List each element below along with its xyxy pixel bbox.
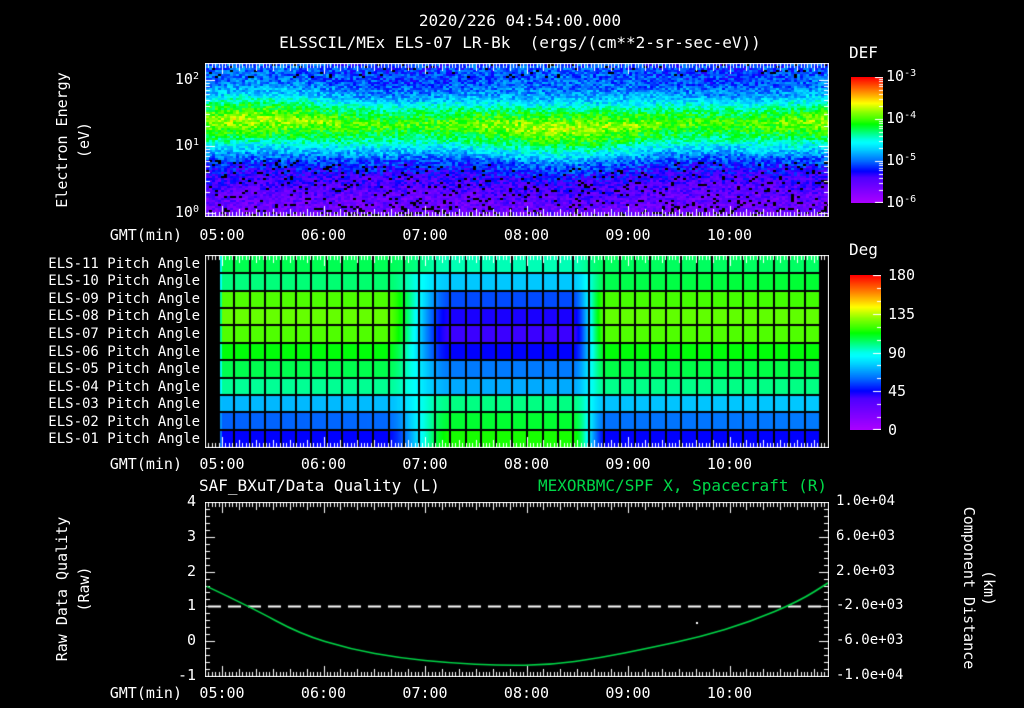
quality-tick-label: 0 [186,631,196,649]
deg-tick-label: 0 [888,421,898,439]
pitch-row-label: ELS-08 Pitch Angle [48,308,200,324]
time-tick-label: 05:00 [199,455,245,473]
pitch-row-label: ELS-06 Pitch Angle [48,344,200,360]
energy-tick-label: 102 [174,70,199,88]
deg-tick-label: 180 [888,266,916,284]
quality-tick-label: 2 [186,562,196,580]
spectrogram-y-axis-label: Electron Energy [53,72,71,208]
time-tick-label: 05:00 [199,684,245,702]
def-colorbar [851,77,883,203]
distance-tick-label: 6.0e+03 [836,528,896,544]
deg-tick-label: 135 [888,305,916,323]
def-colorbar-title: DEF [849,43,878,62]
quality-tick-label: 1 [186,596,196,614]
time-tick-label: 10:00 [706,455,753,473]
quality-axis-label: Raw Data Quality [53,516,71,662]
time-tick-label: 05:00 [199,226,245,244]
energy-tick-label: 100 [174,203,199,221]
pitch-row-label: ELS-05 Pitch Angle [48,361,200,377]
pitch-row-label: ELS-10 Pitch Angle [48,273,200,289]
time-tick-label: 06:00 [300,226,347,244]
gmt-axis-label-bottom: GMT(min) [109,684,182,702]
time-tick-label: 09:00 [605,684,651,702]
time-tick-label: 07:00 [402,455,448,473]
time-tick-label: 08:00 [503,684,550,702]
page-subtitle: ELSSCIL/MEx ELS-07 LR-Bk (ergs/(cm**2-sr… [279,33,761,52]
distance-axis-units: (km) [980,569,998,607]
pitch-row-label: ELS-09 Pitch Angle [48,291,200,307]
time-tick-label: 10:00 [706,684,753,702]
pitch-row-label: ELS-02 Pitch Angle [48,414,200,430]
distance-tick-label: 2.0e+03 [836,563,896,579]
spectrogram-y-axis-units: (eV) [75,121,93,159]
distance-axis-label: Component Distance [960,506,978,670]
time-tick-label: 08:00 [503,226,550,244]
time-tick-label: 07:00 [402,226,448,244]
time-tick-label: 09:00 [605,455,651,473]
time-tick-label: 08:00 [503,455,550,473]
pitch-row-label: ELS-11 Pitch Angle [48,256,200,272]
energy-tick-label: 101 [174,136,199,154]
electron-energy-spectrogram-canvas [205,63,829,217]
quality-tick-label: -1 [177,666,196,684]
deg-tick-label: 45 [888,382,907,400]
deg-tick-label: 90 [888,344,907,362]
quality-tick-label: 4 [186,492,196,510]
time-tick-label: 06:00 [300,455,347,473]
distance-tick-label: -6.0e+03 [836,632,904,648]
time-tick-label: 10:00 [706,226,753,244]
bottom-panel-left-title: SAF_BXuT/Data Quality (L) [199,476,440,495]
quality-tick-label: 3 [186,527,196,545]
pitch-angle-grid-canvas [205,255,829,448]
time-tick-label: 09:00 [605,226,651,244]
def-tick-label: 10-4 [886,109,917,127]
pitch-row-label: ELS-01 Pitch Angle [48,431,200,447]
pitch-row-label: ELS-03 Pitch Angle [48,396,200,412]
def-tick-label: 10-6 [886,193,917,211]
pitch-row-label: ELS-04 Pitch Angle [48,379,200,395]
time-tick-label: 06:00 [300,684,347,702]
distance-tick-label: 1.0e+04 [836,493,896,509]
distance-tick-label: -2.0e+03 [836,597,904,613]
bottom-panel-right-title: MEXORBMC/SPF X, Spacecraft (R) [538,476,827,495]
gmt-axis-label-top: GMT(min) [109,226,182,244]
def-tick-label: 10-3 [886,67,917,85]
deg-colorbar [850,275,881,430]
quality-distance-line-canvas [205,502,829,677]
def-tick-label: 10-5 [886,151,917,169]
distance-tick-label: -1.0e+04 [836,667,904,683]
pitch-row-label: ELS-07 Pitch Angle [48,326,200,342]
page-title: 2020/226 04:54:00.000 [418,11,622,30]
time-tick-label: 07:00 [402,684,448,702]
deg-colorbar-title: Deg [849,240,878,259]
gmt-axis-label-middle: GMT(min) [109,455,182,473]
quality-axis-units: (Raw) [75,566,93,612]
